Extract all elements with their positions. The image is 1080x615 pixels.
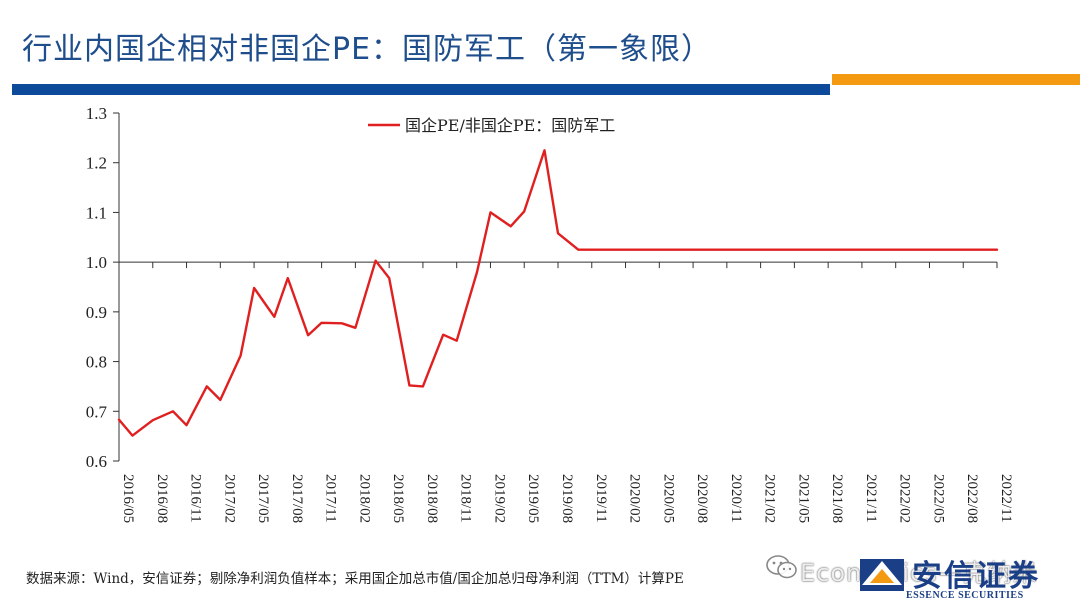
x-tick-label: 2021/08 — [829, 474, 845, 523]
source-note: 数据来源：Wind，安信证券；剔除净利润负值样本；采用国企加总市值/国企加总归母… — [26, 571, 684, 587]
x-tick-label: 2016/05 — [120, 474, 136, 523]
y-tick-label: 0.6 — [86, 452, 107, 471]
y-tick-label: 0.8 — [86, 353, 107, 372]
y-tick-label: 0.9 — [86, 303, 107, 322]
x-tick-label: 2020/11 — [728, 474, 744, 523]
y-tick-label: 1.0 — [86, 253, 107, 272]
essence-logo-icon — [860, 559, 904, 591]
x-tick-label: 2022/11 — [998, 474, 1014, 523]
x-tick-label: 2022/05 — [930, 474, 946, 523]
x-tick-label: 2020/05 — [660, 474, 676, 523]
page-title: 行业内国企相对非国企PE：国防军工（第一象限） — [22, 32, 713, 67]
x-tick-label: 2022/08 — [964, 474, 980, 523]
x-tick-label: 2017/08 — [289, 474, 305, 523]
title-underline-blue — [12, 84, 830, 95]
x-tick-label: 2018/11 — [458, 474, 474, 523]
x-tick-label: 2018/08 — [424, 474, 440, 523]
x-tick-label: 2021/11 — [863, 474, 879, 523]
x-tick-label: 2019/11 — [593, 474, 609, 523]
x-tick-label: 2016/08 — [154, 474, 170, 523]
x-tick-label: 2021/02 — [762, 474, 778, 523]
x-tick-label: 2019/02 — [491, 474, 507, 523]
x-tick-label: 2017/02 — [221, 474, 237, 523]
x-tick-label: 2018/02 — [356, 474, 372, 523]
watermark-text: Economics—克纳米 — [800, 559, 1038, 587]
x-tick-label: 2018/05 — [390, 474, 406, 523]
x-tick-label: 2022/02 — [897, 474, 913, 523]
x-tick-label: 2019/08 — [559, 474, 575, 523]
x-tick-label: 2019/05 — [525, 474, 541, 523]
title-underline-orange — [832, 74, 1080, 85]
y-tick-label: 1.2 — [86, 154, 107, 173]
x-tick-label: 2020/02 — [627, 474, 643, 523]
legend-label: 国企PE/非国企PE：国防军工 — [405, 116, 615, 135]
x-tick-label: 2020/08 — [694, 474, 710, 523]
y-tick-label: 1.3 — [86, 104, 107, 123]
logo-text-en: ESSENCE SECURITIES — [906, 590, 1024, 601]
y-tick-label: 0.7 — [86, 402, 108, 421]
x-tick-label: 2017/11 — [323, 474, 339, 523]
logo-text-cn: 安信证券 — [912, 559, 1040, 594]
wechat-icon — [766, 555, 797, 579]
x-tick-label: 2021/05 — [795, 474, 811, 523]
x-tick-label: 2017/05 — [255, 474, 271, 523]
series-line — [117, 149, 999, 437]
y-tick-label: 1.1 — [86, 203, 107, 222]
x-tick-label: 2016/11 — [188, 474, 204, 523]
